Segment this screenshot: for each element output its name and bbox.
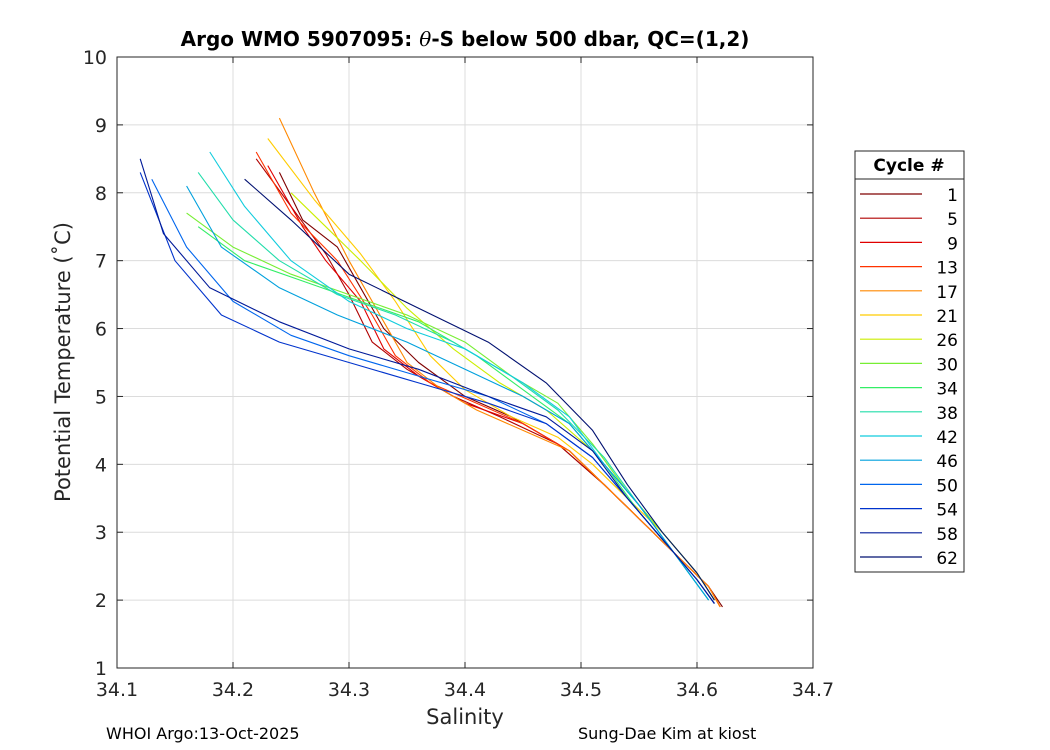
legend-label: 62 bbox=[936, 549, 958, 569]
legend-label: 58 bbox=[936, 525, 958, 545]
series-group bbox=[139, 117, 723, 608]
x-tick-label: 34.4 bbox=[444, 679, 486, 701]
x-tick-label: 34.2 bbox=[212, 679, 254, 701]
y-axis-label: Potential Temperature (˚C) bbox=[51, 222, 75, 502]
y-tick-label: 3 bbox=[95, 522, 107, 544]
legend-label: 13 bbox=[936, 259, 958, 279]
title-prefix: Argo WMO 5907095: bbox=[181, 27, 420, 51]
y-tick-label: 10 bbox=[83, 47, 107, 69]
legend-label: 46 bbox=[936, 452, 958, 472]
series-line-cycle-17 bbox=[278, 117, 721, 608]
series-line-cycle-58 bbox=[139, 158, 715, 604]
legend-label: 54 bbox=[936, 501, 958, 521]
x-tick-label: 34.1 bbox=[96, 679, 138, 701]
y-tick-label: 8 bbox=[95, 183, 107, 205]
legend-label: 30 bbox=[936, 355, 958, 375]
chart-title: Argo WMO 5907095: θ-S below 500 dbar, QC… bbox=[181, 27, 750, 51]
x-tick-label: 34.6 bbox=[676, 679, 718, 701]
footer-date: WHOI Argo:13-Oct-2025 bbox=[106, 724, 300, 743]
legend-label: 21 bbox=[936, 307, 958, 327]
y-tick-label: 7 bbox=[95, 251, 107, 273]
legend-label: 34 bbox=[936, 380, 958, 400]
series-line-cycle-46 bbox=[186, 185, 710, 601]
legend-label: 26 bbox=[936, 331, 958, 351]
title-theta: θ bbox=[419, 27, 431, 51]
footer-author: Sung-Dae Kim at kiost bbox=[578, 724, 757, 743]
y-tick-label: 9 bbox=[95, 115, 107, 137]
x-tick-label: 34.3 bbox=[328, 679, 370, 701]
x-tick-label: 34.7 bbox=[792, 679, 834, 701]
legend-title: Cycle # bbox=[873, 156, 944, 176]
legend-label: 50 bbox=[936, 476, 958, 496]
x-tick-label: 34.5 bbox=[560, 679, 602, 701]
legend-box bbox=[854, 150, 965, 573]
legend: Cycle # 1 5 9 13 17 21 26 30 34 38 42 46 50 54 58 62 bbox=[854, 150, 965, 573]
y-tick-label: 5 bbox=[95, 386, 107, 408]
x-axis-label: Salinity bbox=[426, 705, 504, 729]
series-line-cycle-62 bbox=[244, 178, 715, 601]
y-tick-label: 1 bbox=[95, 658, 107, 680]
y-tick-label: 4 bbox=[95, 454, 107, 476]
legend-label: 5 bbox=[947, 210, 958, 230]
y-tick-label: 6 bbox=[95, 319, 107, 341]
title-suffix: -S below 500 dbar, QC=(1,2) bbox=[431, 27, 749, 51]
ticks: 34.1 34.2 34.3 34.4 34.5 34.6 34.7 1 2 3 4 5 6 7 8 9 10 bbox=[83, 47, 834, 701]
legend-label: 1 bbox=[947, 186, 958, 206]
y-tick-label: 2 bbox=[95, 590, 107, 612]
legend-label: 42 bbox=[936, 428, 958, 448]
legend-entries: 1 5 9 13 17 21 26 30 34 38 42 46 50 54 58 62 bbox=[860, 186, 958, 569]
legend-label: 9 bbox=[947, 234, 958, 254]
legend-label: 38 bbox=[936, 404, 958, 424]
legend-label: 17 bbox=[936, 283, 958, 303]
